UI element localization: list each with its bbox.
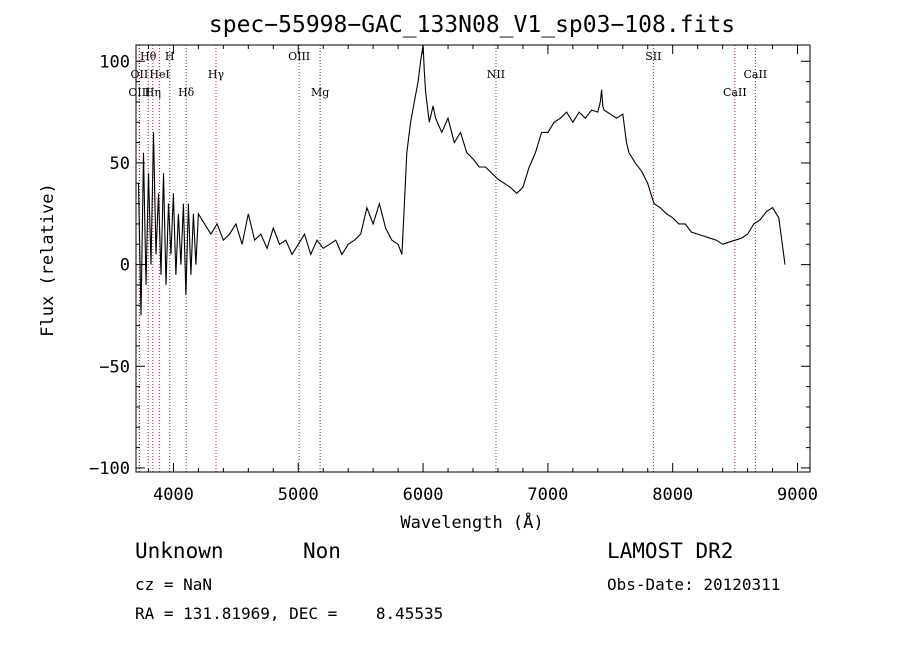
line-label-13: CaII	[723, 86, 747, 99]
line-label-7: SII	[645, 50, 661, 63]
x-tick-label-5: 9000	[777, 485, 818, 505]
line-label-9: OIII	[128, 86, 150, 99]
line-label-8: CaII	[743, 68, 767, 81]
x-tick-label-3: 7000	[527, 485, 568, 505]
coordinates: RA = 131.81969, DEC = 8.45535	[135, 604, 444, 623]
y-tick-label-2: 0	[120, 256, 130, 276]
observation-date: Obs-Date: 20120311	[607, 575, 781, 594]
y-tick-label-0: 100	[99, 52, 130, 72]
y-tick-label-3: −50	[99, 357, 130, 377]
line-label-3: HeI	[149, 68, 169, 81]
line-label-2: OII	[131, 68, 149, 81]
y-axis-label: Flux (relative)	[38, 183, 58, 337]
line-label-11: Hδ	[178, 86, 195, 99]
redshift-value: cz = NaN	[135, 575, 213, 594]
y-tick-label-4: −100	[89, 459, 130, 479]
chart-title: spec−55998−GAC_133N08_V1_sp03−108.fits	[209, 12, 735, 38]
line-label-0: Hθ	[140, 50, 157, 63]
object-class: Unknown	[135, 539, 224, 563]
line-label-10: Hη	[145, 86, 161, 99]
line-label-4: Hγ	[208, 68, 225, 81]
plot-frame	[135, 44, 811, 473]
line-label-12: Mg	[311, 86, 329, 99]
x-tick-label-0: 4000	[153, 485, 194, 505]
x-tick-label-4: 8000	[652, 485, 693, 505]
survey-name: LAMOST DR2	[607, 539, 734, 563]
x-tick-label-2: 6000	[403, 485, 444, 505]
line-label-6: NII	[487, 68, 505, 81]
y-tick-label-1: 50	[110, 154, 130, 174]
line-label-5: OIII	[288, 50, 310, 63]
line-label-1: H	[165, 50, 175, 63]
spectrum-line	[137, 44, 786, 316]
x-tick-label-1: 5000	[278, 485, 319, 505]
x-axis-label: Wavelength (Å)	[400, 511, 543, 533]
object-subclass: Non	[303, 539, 341, 563]
